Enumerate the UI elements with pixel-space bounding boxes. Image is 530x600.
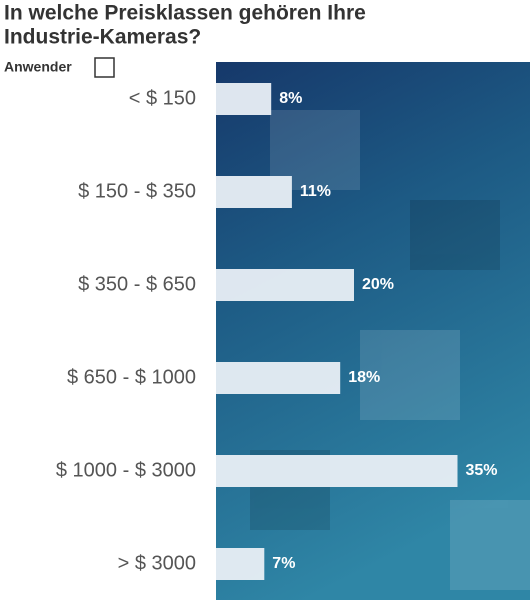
- value-label: 7%: [272, 555, 295, 572]
- category-label: $ 350 - $ 650: [78, 273, 196, 295]
- legend-label: Anwender: [4, 59, 72, 75]
- category-label: $ 150 - $ 350: [78, 180, 196, 202]
- title-line: In welche Preisklassen gehören Ihre: [4, 2, 366, 25]
- category-label: < $ 150: [129, 87, 196, 109]
- bar: [216, 176, 292, 208]
- value-label: 20%: [362, 276, 394, 293]
- chart-title: In welche Preisklassen gehören Ihre Indu…: [4, 2, 366, 49]
- category-label: > $ 3000: [118, 552, 196, 574]
- bar: [216, 83, 272, 115]
- background-panel: [216, 62, 530, 600]
- background-tiles: [250, 110, 530, 590]
- value-label: 11%: [300, 183, 331, 200]
- value-label: 35%: [466, 462, 498, 479]
- title-line: Industrie-Kameras?: [4, 26, 201, 49]
- category-label: $ 650 - $ 1000: [67, 366, 196, 388]
- bar: [216, 455, 458, 487]
- bar: [216, 269, 354, 301]
- value-label: 8%: [279, 90, 302, 107]
- bar: [216, 548, 265, 580]
- value-label: 18%: [348, 369, 380, 386]
- bar: [216, 362, 341, 394]
- legend-swatch: [94, 57, 115, 78]
- category-label: $ 1000 - $ 3000: [56, 459, 196, 481]
